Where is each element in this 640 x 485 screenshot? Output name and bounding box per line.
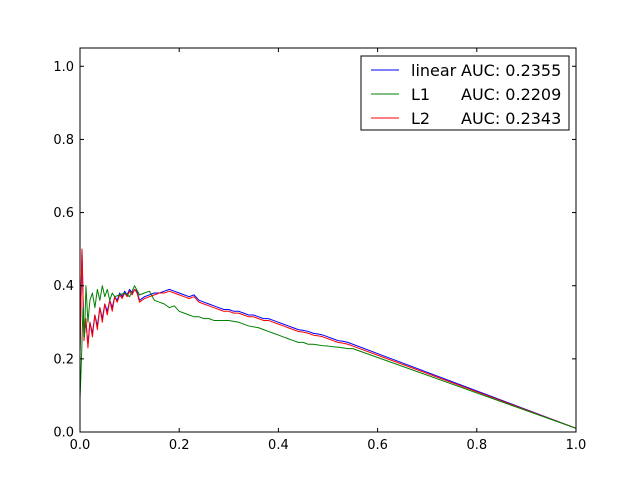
legend-auc-l1: AUC: 0.2209 [461, 85, 561, 104]
legend-label-l2: L2 [411, 109, 430, 128]
y-tick-label: 1.0 [53, 60, 74, 75]
x-tick-label: 0.8 [466, 438, 487, 453]
x-tick-label: 1.0 [566, 438, 587, 453]
legend-label-linear: linear [411, 61, 457, 80]
legend-label-l1: L1 [411, 85, 430, 104]
x-tick-label: 0.4 [268, 438, 289, 453]
y-tick-label: 0.6 [53, 206, 74, 221]
legend-auc-l2: AUC: 0.2343 [461, 109, 561, 128]
x-tick-label: 0.0 [70, 438, 91, 453]
legend: linear AUC: 0.2355 L1 AUC: 0.2209 L2 AUC: 0.2… [360, 55, 570, 131]
x-tick-label: 0.2 [169, 438, 190, 453]
legend-auc-linear: AUC: 0.2355 [461, 61, 561, 80]
y-tick-label: 0.2 [53, 352, 74, 367]
series-line-l1 [80, 285, 576, 429]
y-tick-label: 0.0 [53, 426, 74, 441]
plot-frame [79, 47, 577, 433]
x-tick-label: 0.6 [367, 438, 388, 453]
y-tick-label: 0.4 [53, 279, 74, 294]
series-line-l2 [80, 248, 576, 429]
series-layer [80, 248, 576, 429]
y-tick-label: 0.8 [53, 133, 74, 148]
tick-layer: 0.0 0.2 0.4 0.6 0.8 1.0 0.0 0.2 0.4 0.6 0.8 1.0 [53, 48, 586, 453]
